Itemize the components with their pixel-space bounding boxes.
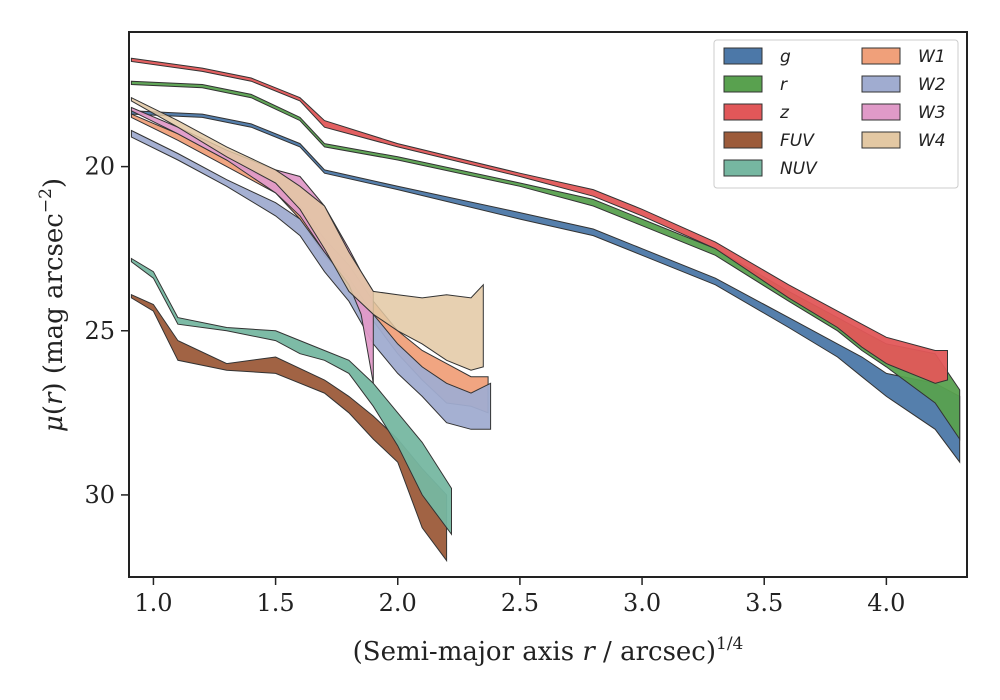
series-areas bbox=[130, 57, 961, 563]
series-area-r bbox=[130, 80, 961, 441]
legend-swatch-w3 bbox=[861, 103, 901, 121]
legend-swatch-z bbox=[723, 103, 763, 121]
y-axis-label: μ(r) (mag arcsec−2) bbox=[36, 178, 69, 432]
x-axis-label: (Semi-major axis r / arcsec)1/4 bbox=[353, 634, 744, 667]
legend-swatch-nuv bbox=[723, 159, 763, 177]
plot-frame bbox=[128, 31, 968, 578]
legend-label-r: r bbox=[780, 75, 788, 95]
legend-label-w2: W2 bbox=[918, 75, 946, 95]
legend-label-w3: W3 bbox=[918, 103, 946, 123]
legend-swatch-w2 bbox=[861, 75, 901, 93]
legend-label-z: z bbox=[779, 103, 790, 123]
y-tick-label: 25 bbox=[84, 317, 115, 345]
series-area-z bbox=[130, 57, 948, 384]
x-tick-label: 4.0 bbox=[867, 589, 905, 617]
series-area-nuv bbox=[130, 257, 452, 536]
legend-swatch-r bbox=[723, 75, 763, 93]
x-tick-label: 2.0 bbox=[379, 589, 417, 617]
y-tick-label: 20 bbox=[84, 153, 115, 181]
legend-swatch-g bbox=[723, 47, 763, 65]
series-area-w4 bbox=[130, 96, 484, 371]
legend-swatch-w1 bbox=[861, 47, 901, 65]
legend-swatch-w4 bbox=[861, 131, 901, 149]
legend-label-g: g bbox=[780, 47, 791, 67]
x-tick-label: 1.0 bbox=[134, 589, 172, 617]
legend-label-fuv: FUV bbox=[780, 131, 815, 151]
x-tick-label: 3.0 bbox=[623, 589, 661, 617]
series-area-g bbox=[130, 110, 961, 464]
legend-label-w1: W1 bbox=[918, 47, 946, 67]
y-tick-label: 30 bbox=[84, 481, 115, 509]
series-area-w2 bbox=[130, 129, 492, 430]
x-tick-label: 1.5 bbox=[257, 589, 295, 617]
x-axis-ticks: 1.0 1.5 2.0 2.5 3.0 3.5 4.0 bbox=[134, 577, 905, 617]
y-axis-ticks: 20 25 30 bbox=[84, 153, 129, 509]
legend-swatch-fuv bbox=[723, 131, 763, 149]
legend-label-nuv: NUV bbox=[780, 159, 818, 179]
legend-label-w4: W4 bbox=[918, 131, 946, 151]
legend: grz FUV NUV W1 W2 W3 W4 bbox=[713, 39, 959, 189]
series-area-fuv bbox=[130, 293, 448, 563]
x-tick-label: 3.5 bbox=[745, 589, 783, 617]
x-tick-label: 2.5 bbox=[501, 589, 539, 617]
